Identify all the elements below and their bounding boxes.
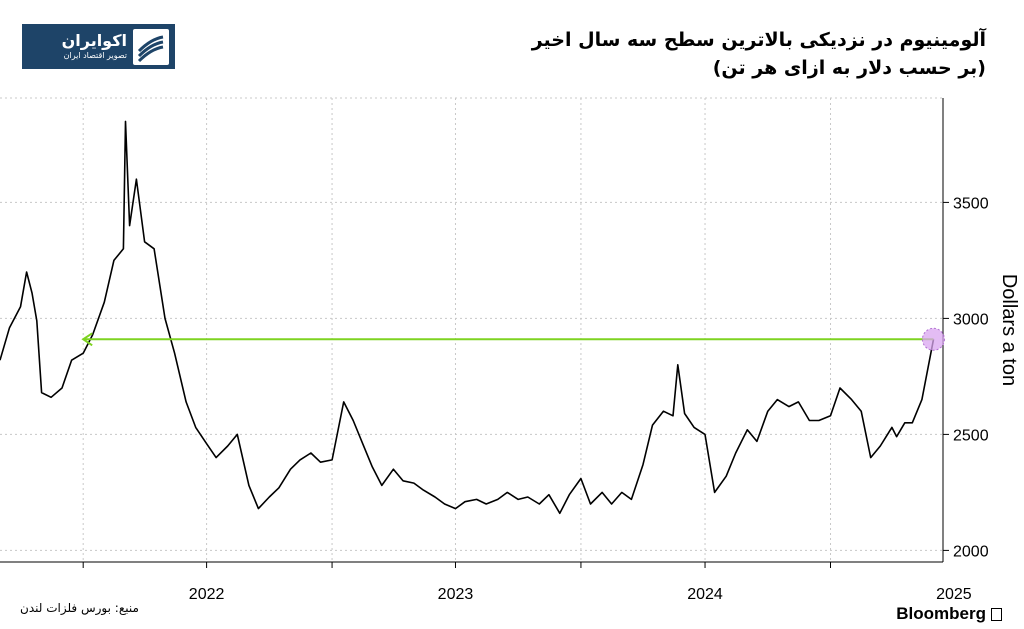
brand-name: Bloomberg bbox=[896, 604, 986, 623]
chart-subtitle: (بر حسب دلار به ازای هر تن) bbox=[712, 57, 986, 79]
annotations bbox=[81, 327, 945, 351]
y-tick-label: 2000 bbox=[953, 543, 989, 560]
y-axis: 2000 2500 3000 3500 bbox=[0, 98, 989, 563]
x-tick-label: 2024 bbox=[687, 586, 723, 603]
bloomberg-brand: Bloomberg bbox=[896, 604, 1002, 624]
ecoiran-logo-icon bbox=[133, 28, 169, 65]
reference-arrow-head bbox=[81, 332, 93, 347]
source-note: منبع: بورس فلزات لندن bbox=[20, 601, 139, 615]
chart-title-line1: آلومینیوم در نزدیکی بالاترین سطح سه سال … bbox=[531, 29, 986, 51]
latest-point-marker bbox=[921, 327, 945, 351]
logo-text: اکوایران تصویر اقتصاد ایران bbox=[62, 32, 127, 61]
x-tick-label: 2022 bbox=[189, 586, 225, 603]
y-tick-label: 3000 bbox=[953, 311, 989, 328]
y-tick-label: 2500 bbox=[953, 427, 989, 444]
y-axis-label: Dollars a ton bbox=[998, 274, 1020, 386]
bloomberg-bars-icon bbox=[991, 607, 1002, 621]
x-axis: 2022 2023 2024 2025 bbox=[189, 586, 972, 603]
grid bbox=[0, 97, 943, 568]
logo: اکوایران تصویر اقتصاد ایران bbox=[22, 24, 175, 69]
logo-tagline: تصویر اقتصاد ایران bbox=[63, 51, 127, 60]
x-tick-label: 2025 bbox=[936, 586, 972, 603]
chart-title: آلومینیوم در نزدیکی بالاترین سطح سه سال … bbox=[532, 26, 986, 82]
series-layer bbox=[0, 120, 935, 515]
y-tick-label: 3500 bbox=[953, 195, 989, 212]
x-tick-label: 2023 bbox=[438, 586, 474, 603]
price-line bbox=[0, 120, 935, 515]
logo-name: اکوایران bbox=[61, 31, 127, 50]
